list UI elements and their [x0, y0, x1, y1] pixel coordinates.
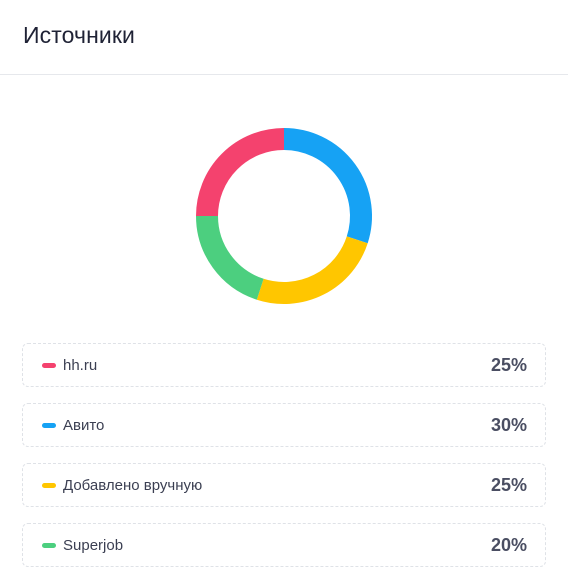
legend-value: 25% — [490, 474, 527, 495]
legend-item-superjob[interactable]: Superjob 20% — [22, 523, 546, 567]
donut-slice-1[interactable] — [283, 128, 372, 244]
legend-swatch — [42, 362, 56, 368]
legend-item-manual[interactable]: Добавлено вручную 25% — [22, 463, 546, 507]
legend-swatch — [42, 422, 56, 428]
donut-slice-0[interactable] — [196, 128, 285, 217]
donut-chart-svg — [196, 128, 372, 304]
legend-value: 25% — [490, 354, 527, 375]
legend-label: Добавлено вручную — [63, 476, 203, 494]
legend-item-hh[interactable]: hh.ru 25% — [22, 343, 546, 387]
legend: hh.ru 25% Авито 30% Добавлено вручную 25… — [0, 343, 568, 567]
legend-label: Superjob — [63, 536, 124, 554]
donut-slice-2[interactable] — [256, 236, 368, 304]
legend-swatch — [42, 542, 56, 548]
donut-chart — [0, 75, 568, 343]
legend-swatch — [42, 482, 56, 488]
header: Источники — [0, 0, 568, 75]
legend-item-avito[interactable]: Авито 30% — [22, 403, 546, 447]
page-title: Источники — [23, 21, 135, 48]
donut-slice-3[interactable] — [196, 215, 264, 300]
legend-value: 20% — [490, 534, 527, 555]
legend-value: 30% — [490, 414, 527, 435]
legend-label: hh.ru — [63, 356, 98, 374]
legend-label: Авито — [63, 416, 105, 434]
